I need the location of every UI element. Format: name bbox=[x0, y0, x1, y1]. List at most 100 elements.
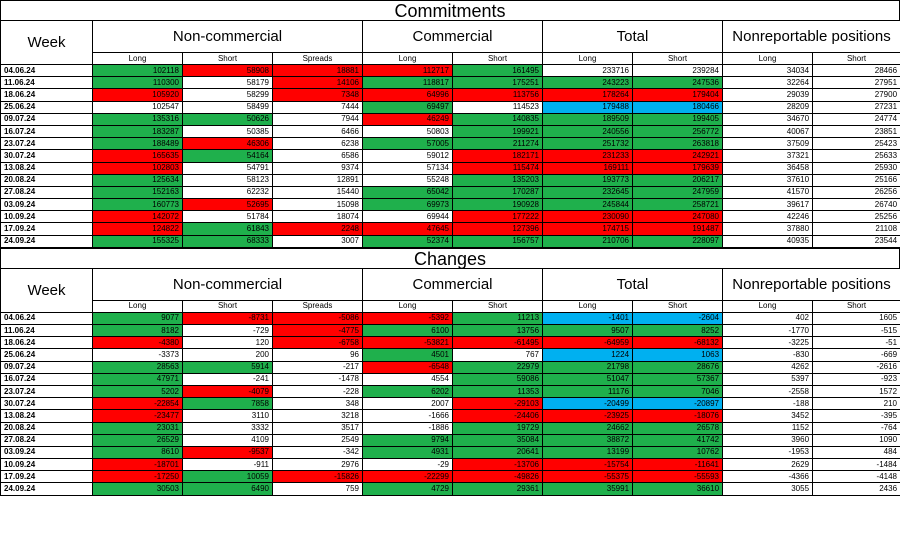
value-cell: 6202 bbox=[362, 384, 453, 399]
value-cell: 58299 bbox=[182, 88, 273, 102]
value-cell: 26256 bbox=[812, 185, 900, 200]
value-cell: 34670 bbox=[722, 112, 814, 126]
value-cell: 206217 bbox=[632, 173, 724, 187]
value-cell: -217 bbox=[272, 360, 363, 374]
value-cell: -1484 bbox=[812, 458, 900, 472]
value-cell: -729 bbox=[182, 323, 273, 338]
value-cell: 7858 bbox=[182, 397, 273, 411]
column-subheader: Long bbox=[542, 299, 634, 313]
table-row: 13.08.24 -23477 3110 3218 -1666 -24406 -23925-… bbox=[0, 409, 900, 423]
value-cell: 112717 bbox=[362, 63, 453, 78]
value-cell: 247959 bbox=[632, 185, 724, 200]
value-cell: 124822 bbox=[92, 222, 183, 236]
value-cell: 251732 bbox=[542, 137, 634, 151]
value-cell: 102547 bbox=[92, 100, 183, 114]
value-cell: 2629 bbox=[722, 458, 814, 472]
table-row: 18.06.24 105920 58299 7348 64996 113756 178264… bbox=[0, 88, 900, 102]
column-subheader: Long bbox=[722, 52, 814, 65]
value-cell: 26529 bbox=[92, 433, 183, 447]
week-cell: 18.06.24 bbox=[0, 336, 93, 350]
week-cell: 23.07.24 bbox=[0, 137, 93, 151]
value-cell: 1063 bbox=[632, 348, 724, 362]
value-cell: 174715 bbox=[542, 222, 634, 236]
value-cell: 35084 bbox=[451, 433, 544, 447]
value-cell: 210706 bbox=[542, 234, 634, 248]
value-cell: -20897 bbox=[632, 397, 724, 411]
value-cell: 38872 bbox=[542, 433, 634, 447]
column-subheader: Long bbox=[92, 52, 183, 65]
week-cell: 03.09.24 bbox=[0, 198, 93, 212]
value-cell: 243223 bbox=[542, 76, 634, 90]
value-cell: 51047 bbox=[542, 372, 634, 386]
value-cell: 54164 bbox=[182, 149, 273, 163]
value-cell: 188489 bbox=[92, 137, 183, 151]
value-cell: 183287 bbox=[92, 124, 183, 139]
value-cell: -24406 bbox=[451, 409, 544, 423]
total-header: Total bbox=[542, 20, 724, 53]
value-cell: 8182 bbox=[92, 323, 183, 338]
value-cell: 210 bbox=[812, 397, 900, 411]
value-cell: 46306 bbox=[182, 137, 273, 151]
week-cell: 17.09.24 bbox=[0, 222, 93, 236]
week-cell: 25.06.24 bbox=[0, 100, 93, 114]
value-cell: 58179 bbox=[182, 76, 273, 90]
value-cell: -55593 bbox=[632, 470, 724, 484]
value-cell: 21108 bbox=[812, 222, 900, 236]
value-cell: 57005 bbox=[362, 137, 453, 151]
noncommercial-header: Non-commercial bbox=[92, 267, 363, 301]
value-cell: -764 bbox=[812, 421, 900, 435]
week-cell: 10.09.24 bbox=[0, 210, 93, 224]
value-cell: 179639 bbox=[632, 161, 724, 175]
table-row: 13.08.24 102803 54791 9374 57134 115474 169111… bbox=[0, 161, 900, 175]
value-cell: 8610 bbox=[92, 445, 183, 460]
value-cell: -29103 bbox=[451, 397, 544, 411]
value-cell: -1886 bbox=[362, 421, 453, 435]
column-subheader: Short bbox=[812, 52, 900, 65]
value-cell: 65042 bbox=[362, 185, 453, 200]
value-cell: 179488 bbox=[542, 100, 634, 114]
nonreportable-header: Nonreportable positions bbox=[722, 20, 900, 53]
value-cell: 37509 bbox=[722, 137, 814, 151]
commitments-table: Week Non-commercial Commercial Total Non… bbox=[0, 20, 900, 248]
table-row: 20.08.24 125634 58123 12891 55248 135203 19377… bbox=[0, 173, 900, 187]
value-cell: 199921 bbox=[451, 124, 544, 139]
value-cell: 28209 bbox=[722, 100, 814, 114]
value-cell: -395 bbox=[812, 409, 900, 423]
table-row: 25.06.24 -3373 200 96 4501 767 1224 1063 -830 -66… bbox=[0, 348, 900, 362]
column-subheader: Short bbox=[451, 299, 544, 313]
value-cell: -53821 bbox=[362, 336, 453, 350]
changes-table: Week Non-commercial Commercial Total Non… bbox=[0, 267, 900, 496]
value-cell: 263818 bbox=[632, 137, 724, 151]
week-cell: 04.06.24 bbox=[0, 311, 93, 326]
value-cell: 767 bbox=[451, 348, 544, 362]
value-cell: 58123 bbox=[182, 173, 273, 187]
value-cell: 177222 bbox=[451, 210, 544, 224]
value-cell: 5397 bbox=[722, 372, 814, 386]
value-cell: 32264 bbox=[722, 76, 814, 90]
value-cell: 7348 bbox=[272, 88, 363, 102]
column-subheader: Short bbox=[632, 52, 724, 65]
column-subheader: Spreads bbox=[272, 299, 363, 313]
value-cell: 28563 bbox=[92, 360, 183, 374]
value-cell: 24662 bbox=[542, 421, 634, 435]
column-subheader: Long bbox=[92, 299, 183, 313]
value-cell: 247080 bbox=[632, 210, 724, 224]
value-cell: 140835 bbox=[451, 112, 544, 126]
noncommercial-header: Non-commercial bbox=[92, 20, 363, 53]
table-row: 09.07.24 135316 50626 7944 46249 140835 189509… bbox=[0, 112, 900, 126]
value-cell: 23544 bbox=[812, 234, 900, 248]
nonreportable-header: Nonreportable positions bbox=[722, 267, 900, 301]
value-cell: 3960 bbox=[722, 433, 814, 447]
value-cell: -6758 bbox=[272, 336, 363, 350]
value-cell: 7046 bbox=[632, 384, 724, 399]
week-cell: 30.07.24 bbox=[0, 149, 93, 163]
value-cell: -1666 bbox=[362, 409, 453, 423]
value-cell: 9374 bbox=[272, 161, 363, 175]
value-cell: -61495 bbox=[451, 336, 544, 350]
week-cell: 03.09.24 bbox=[0, 445, 93, 460]
value-cell: 135203 bbox=[451, 173, 544, 187]
total-header: Total bbox=[542, 267, 724, 301]
value-cell: 4262 bbox=[722, 360, 814, 374]
value-cell: 402 bbox=[722, 311, 814, 326]
value-cell: 47645 bbox=[362, 222, 453, 236]
